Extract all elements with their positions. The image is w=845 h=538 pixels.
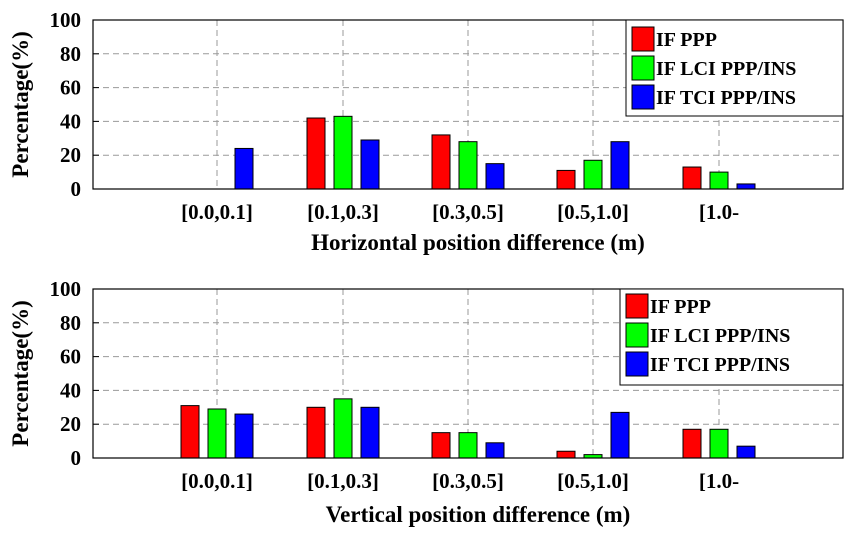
- legend-label-1-2: IF TCI PPP/INS: [650, 354, 790, 376]
- y-tick-label-0-3: 60: [60, 76, 81, 100]
- y-tick-label-0-4: 80: [60, 42, 81, 66]
- bar-1-1-4: [709, 428, 729, 459]
- bar-1-0-4: [682, 428, 702, 459]
- x-tick-label-1-0: [0.0,0.1]: [181, 469, 253, 493]
- legend-label-0-1: IF LCI PPP/INS: [656, 58, 796, 80]
- bar-0-2-1: [360, 139, 380, 190]
- legend-swatch-0-1: [631, 55, 655, 81]
- legend-swatch-1-0: [625, 293, 649, 319]
- bar-1-2-4: [736, 445, 756, 459]
- y-tick-label-1-1: 20: [60, 412, 81, 436]
- x-tick-label-0-4: [1.0-: [699, 200, 739, 224]
- bar-1-2-1: [360, 406, 380, 459]
- y-tick-label-0-1: 20: [60, 143, 81, 167]
- x-tick-label-1-2: [0.3,0.5]: [432, 469, 504, 493]
- bar-1-2-0: [234, 413, 254, 459]
- x-tick-label-0-1: [0.1,0.3]: [307, 200, 379, 224]
- bar-0-0-4: [682, 166, 702, 190]
- x-tick-label-1-1: [0.1,0.3]: [307, 469, 379, 493]
- x-tick-label-1-4: [1.0-: [699, 469, 739, 493]
- bar-0-2-2: [485, 163, 505, 190]
- y-tick-label-1-2: 40: [60, 378, 81, 402]
- bar-1-0-3: [556, 450, 576, 459]
- x-axis-label-0: Horizontal position difference (m): [311, 230, 645, 255]
- y-tick-label-0-5: 100: [50, 8, 82, 32]
- legend-label-0-2: IF TCI PPP/INS: [656, 87, 796, 109]
- bar-0-2-0: [234, 147, 254, 190]
- y-tick-label-0-2: 40: [60, 109, 81, 133]
- y-tick-label-1-0: 0: [71, 446, 82, 470]
- bar-0-1-4: [709, 171, 729, 190]
- y-tick-label-1-3: 60: [60, 345, 81, 369]
- bar-1-0-2: [431, 432, 451, 459]
- bar-1-0-1: [306, 406, 326, 459]
- bar-1-0-0: [180, 405, 200, 459]
- bar-0-2-3: [610, 141, 630, 190]
- bar-1-1-0: [207, 408, 227, 459]
- x-tick-label-0-3: [0.5,1.0]: [557, 200, 629, 224]
- x-tick-label-0-2: [0.3,0.5]: [432, 200, 504, 224]
- legend-box-0: [625, 19, 844, 117]
- bar-0-0-3: [556, 169, 576, 190]
- bar-0-2-4: [736, 183, 756, 190]
- bar-1-1-2: [458, 432, 478, 459]
- legend-swatch-0-2: [631, 84, 655, 110]
- legend-swatch-1-1: [625, 322, 649, 348]
- bar-1-2-3: [610, 411, 630, 459]
- y-axis-label-1: Percentage(%): [8, 300, 33, 446]
- y-axis-label-0: Percentage(%): [8, 31, 33, 177]
- bar-1-2-2: [485, 442, 505, 459]
- legend-label-1-1: IF LCI PPP/INS: [650, 325, 790, 347]
- legend-swatch-0-0: [631, 26, 655, 52]
- x-tick-label-1-3: [0.5,1.0]: [557, 469, 629, 493]
- y-tick-label-0-0: 0: [71, 177, 82, 201]
- legend-label-0-0: IF PPP: [656, 29, 717, 51]
- bar-1-1-1: [333, 398, 353, 459]
- bar-0-0-2: [431, 134, 451, 190]
- bar-0-1-2: [458, 141, 478, 190]
- x-axis-label-1: Vertical position difference (m): [326, 502, 631, 527]
- y-tick-label-1-5: 100: [50, 277, 82, 301]
- x-tick-label-0-0: [0.0,0.1]: [181, 200, 253, 224]
- legend-label-1-0: IF PPP: [650, 296, 711, 318]
- bar-0-1-3: [583, 159, 603, 190]
- legend-box-1: [619, 288, 844, 386]
- bar-0-1-1: [333, 115, 353, 190]
- bar-0-0-1: [306, 117, 326, 190]
- legend-swatch-1-2: [625, 351, 649, 377]
- y-tick-label-1-4: 80: [60, 311, 81, 335]
